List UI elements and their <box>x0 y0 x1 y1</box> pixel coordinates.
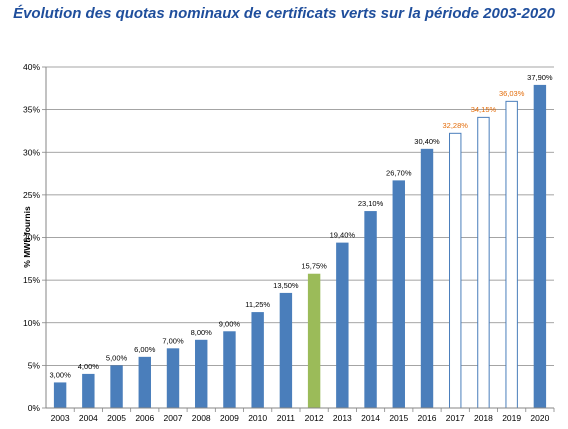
y-tick-label: 20% <box>23 233 40 243</box>
bar-2009 <box>223 331 236 408</box>
y-tick-label: 10% <box>23 318 40 328</box>
y-tick-label: 35% <box>23 105 40 115</box>
bar-2012 <box>307 273 321 408</box>
bar-2004 <box>82 373 95 408</box>
x-tick-label: 2010 <box>248 413 267 423</box>
y-tick-label: 40% <box>23 62 40 72</box>
bar-2007 <box>166 348 180 408</box>
x-tick-label: 2018 <box>474 413 493 423</box>
bar-2019 <box>505 100 518 409</box>
y-tick-label: 0% <box>28 403 41 413</box>
bar-2016 <box>420 148 434 408</box>
data-label: 5,00% <box>106 353 128 362</box>
data-label: 15,75% <box>301 262 327 271</box>
data-label: 36,03% <box>499 89 525 98</box>
bar-2003 <box>53 382 67 408</box>
bar-2006 <box>138 356 151 408</box>
x-tick-label: 2019 <box>502 413 521 423</box>
bar-2017 <box>449 132 462 409</box>
data-label: 4,00% <box>78 362 100 371</box>
data-label: 23,10% <box>358 199 384 208</box>
bar-2015 <box>392 180 405 408</box>
data-label: 13,50% <box>273 281 299 290</box>
data-label: 32,28% <box>443 121 469 130</box>
bar-2014 <box>364 211 377 408</box>
data-label: 11,25% <box>245 300 270 309</box>
x-tick-label: 2008 <box>192 413 211 423</box>
bar-2018 <box>477 116 490 409</box>
bar-2011 <box>279 292 293 408</box>
bar-2005 <box>110 365 123 408</box>
data-label: 26,70% <box>386 168 412 177</box>
x-tick-label: 2014 <box>361 413 380 423</box>
x-tick-label: 2020 <box>530 413 549 423</box>
bar-2010 <box>251 312 264 408</box>
data-label: 6,00% <box>134 345 156 354</box>
bar-2013 <box>336 242 349 408</box>
y-tick-label: 5% <box>28 360 41 370</box>
chart-title: Évolution des quotas nominaux de certifi… <box>13 5 555 22</box>
data-label: 30,40% <box>414 137 440 146</box>
data-label: 37,90% <box>527 73 553 82</box>
x-tick-label: 2017 <box>446 413 465 423</box>
data-label: 7,00% <box>162 336 184 345</box>
x-tick-label: 2015 <box>389 413 408 423</box>
x-tick-label: 2009 <box>220 413 239 423</box>
x-tick-label: 2007 <box>164 413 183 423</box>
data-label: 8,00% <box>191 328 213 337</box>
x-tick-label: 2003 <box>51 413 70 423</box>
x-tick-label: 2006 <box>135 413 154 423</box>
y-tick-label: 15% <box>23 275 40 285</box>
y-tick-label: 25% <box>23 190 40 200</box>
data-label: 34,15% <box>471 105 497 114</box>
x-tick-label: 2013 <box>333 413 352 423</box>
x-tick-label: 2004 <box>79 413 98 423</box>
x-tick-label: 2012 <box>305 413 324 423</box>
x-tick-label: 2011 <box>277 413 296 423</box>
data-label: 3,00% <box>49 370 71 379</box>
y-tick-label: 30% <box>23 147 40 157</box>
bar-2008 <box>195 339 208 408</box>
x-tick-label: 2005 <box>107 413 126 423</box>
data-label: 19,40% <box>330 231 356 240</box>
data-label: 9,00% <box>219 319 241 328</box>
x-tick-label: 2016 <box>418 413 437 423</box>
y-axis-label: % MWh fournis <box>22 206 32 268</box>
bar-2020 <box>533 84 547 408</box>
